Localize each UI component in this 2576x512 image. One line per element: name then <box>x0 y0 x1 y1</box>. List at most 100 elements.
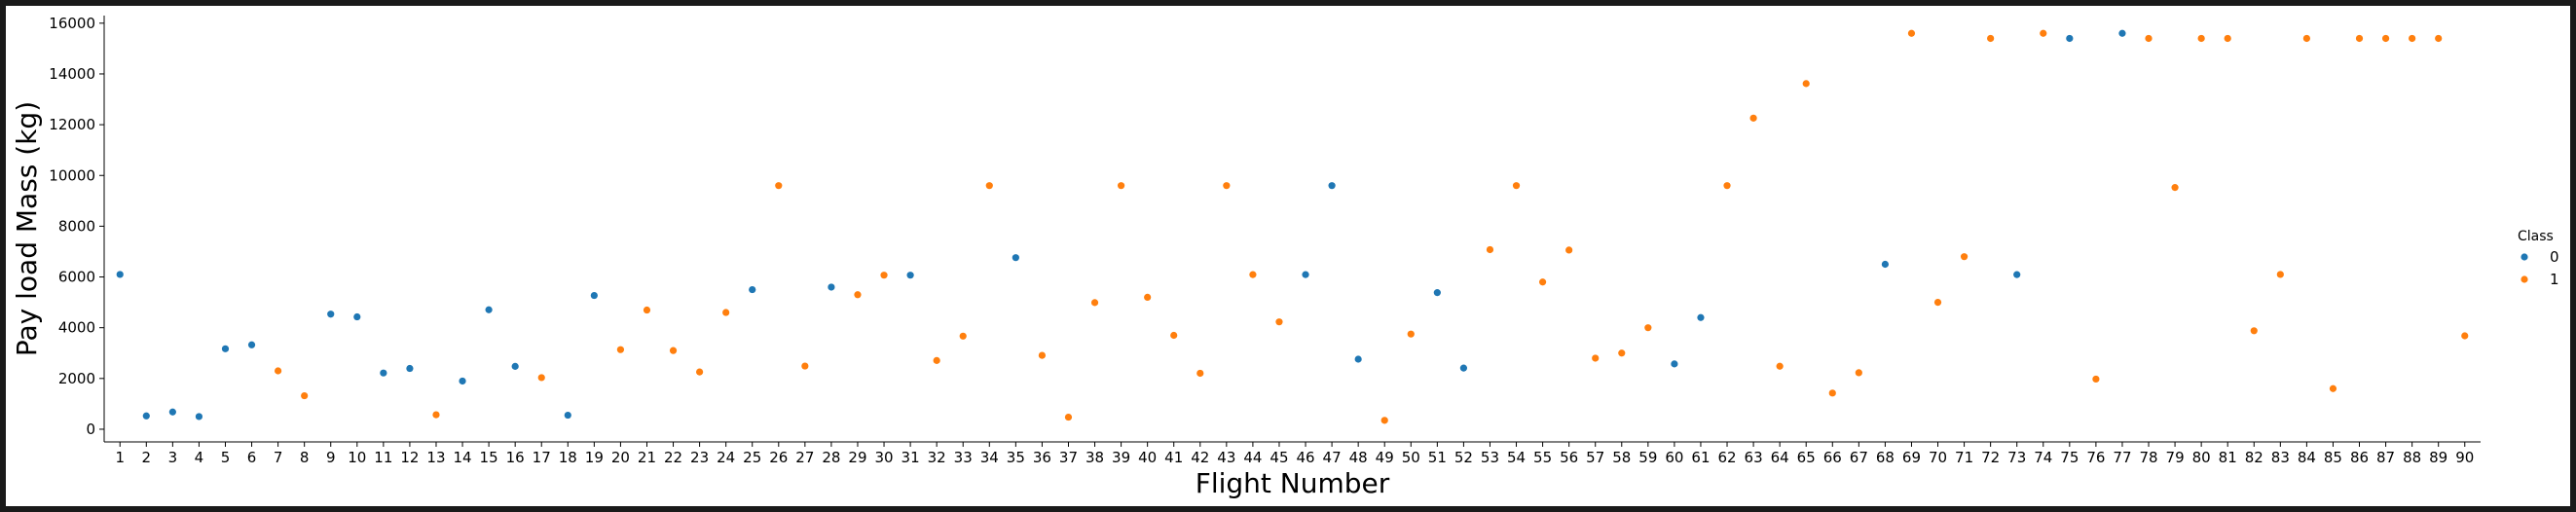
x-tick-label: 51 <box>1428 449 1447 466</box>
x-tick-label: 21 <box>638 449 656 466</box>
x-tick-label: 29 <box>848 449 866 466</box>
x-tick-label: 35 <box>1007 449 1025 466</box>
data-point <box>1064 413 1073 421</box>
x-tick-label: 22 <box>664 449 682 466</box>
x-tick-label: 45 <box>1270 449 1288 466</box>
x-tick-label: 36 <box>1033 449 1051 466</box>
x-tick-label: 2 <box>142 449 152 466</box>
data-point <box>959 332 967 340</box>
data-point <box>1407 330 1415 338</box>
x-tick-label: 76 <box>2086 449 2105 466</box>
x-tick-label: 30 <box>874 449 893 466</box>
data-point <box>1960 253 1969 261</box>
data-point <box>2355 34 2364 43</box>
x-tick-label: 55 <box>1533 449 1552 466</box>
x-tick-label: 70 <box>1929 449 1947 466</box>
x-tick-label: 84 <box>2298 449 2316 466</box>
data-point <box>1644 324 1652 332</box>
legend-label: 1 <box>2550 271 2559 288</box>
x-tick-label: 62 <box>1717 449 1736 466</box>
data-point <box>1697 313 1705 321</box>
x-tick-label: 54 <box>1507 449 1526 466</box>
data-point <box>275 367 282 375</box>
data-point <box>1170 331 1178 340</box>
x-tick-label: 20 <box>611 449 630 466</box>
data-point <box>2435 34 2443 43</box>
x-tick-label: 26 <box>769 449 788 466</box>
data-point <box>1486 245 1494 254</box>
x-tick-label: 16 <box>506 449 525 466</box>
x-tick-label: 13 <box>426 449 445 466</box>
x-tick-label: 23 <box>690 449 709 466</box>
data-point <box>854 291 862 299</box>
x-tick-label: 47 <box>1323 449 1342 466</box>
data-point <box>1090 299 1099 307</box>
data-point <box>511 362 519 370</box>
data-point <box>1223 182 1231 190</box>
data-point <box>1723 182 1731 190</box>
data-point <box>221 345 230 352</box>
x-tick-label: 64 <box>1771 449 1789 466</box>
x-tick-label: 60 <box>1665 449 1683 466</box>
data-point <box>380 369 387 377</box>
x-tick-label: 59 <box>1638 449 1657 466</box>
legend-title: Class <box>2518 229 2554 244</box>
data-point <box>1380 417 1388 424</box>
data-point <box>1144 293 1152 301</box>
x-tick-label: 39 <box>1112 449 1130 466</box>
x-tick-label: 69 <box>1902 449 1921 466</box>
x-tick-label: 68 <box>1876 449 1895 466</box>
x-tick-label: 19 <box>585 449 604 466</box>
x-tick-label: 44 <box>1243 449 1262 466</box>
y-tick-label: 2000 <box>58 370 95 387</box>
data-point <box>1196 369 1204 378</box>
y-tick-label: 0 <box>86 421 95 438</box>
x-tick-label: 33 <box>954 449 973 466</box>
data-point <box>2461 332 2469 340</box>
data-point <box>1907 29 1916 37</box>
x-tick-label: 40 <box>1138 449 1157 466</box>
x-tick-label: 89 <box>2429 449 2447 466</box>
x-tick-label: 78 <box>2139 449 2157 466</box>
data-point <box>168 408 176 416</box>
x-tick-label: 14 <box>453 449 471 466</box>
x-tick-label: 25 <box>743 449 761 466</box>
x-tick-label: 31 <box>902 449 920 466</box>
data-point <box>2409 34 2416 43</box>
y-tick-label: 16000 <box>49 15 95 32</box>
x-tick-label: 75 <box>2060 449 2079 466</box>
data-point <box>1618 349 1626 357</box>
data-point <box>406 364 414 373</box>
data-point <box>1855 369 1862 377</box>
x-tick-label: 71 <box>1955 449 1973 466</box>
data-point <box>1117 182 1125 190</box>
data-point <box>116 271 124 278</box>
x-tick-label: 81 <box>2219 449 2237 466</box>
data-point <box>301 391 309 400</box>
data-point <box>1433 289 1441 297</box>
data-point <box>1512 182 1521 190</box>
data-point <box>2224 34 2231 43</box>
data-points <box>116 29 2469 424</box>
data-point <box>2145 34 2153 43</box>
data-point <box>485 306 493 313</box>
legend: Class 0 1 <box>2518 229 2559 288</box>
data-point <box>906 272 914 279</box>
data-point <box>643 306 651 314</box>
data-point <box>775 182 783 190</box>
x-tick-label: 37 <box>1059 449 1078 466</box>
data-point <box>1828 389 1836 397</box>
x-tick-label: 72 <box>1981 449 2000 466</box>
data-point <box>2250 327 2258 335</box>
data-point <box>1749 114 1757 122</box>
data-point <box>1933 299 1942 307</box>
data-point <box>880 272 888 279</box>
data-point <box>195 413 203 421</box>
data-point <box>1776 362 1784 370</box>
data-point <box>327 311 335 318</box>
x-tick-label: 46 <box>1296 449 1314 466</box>
data-point <box>828 283 835 291</box>
x-tick-label: 53 <box>1481 449 1499 466</box>
data-point <box>616 346 625 353</box>
